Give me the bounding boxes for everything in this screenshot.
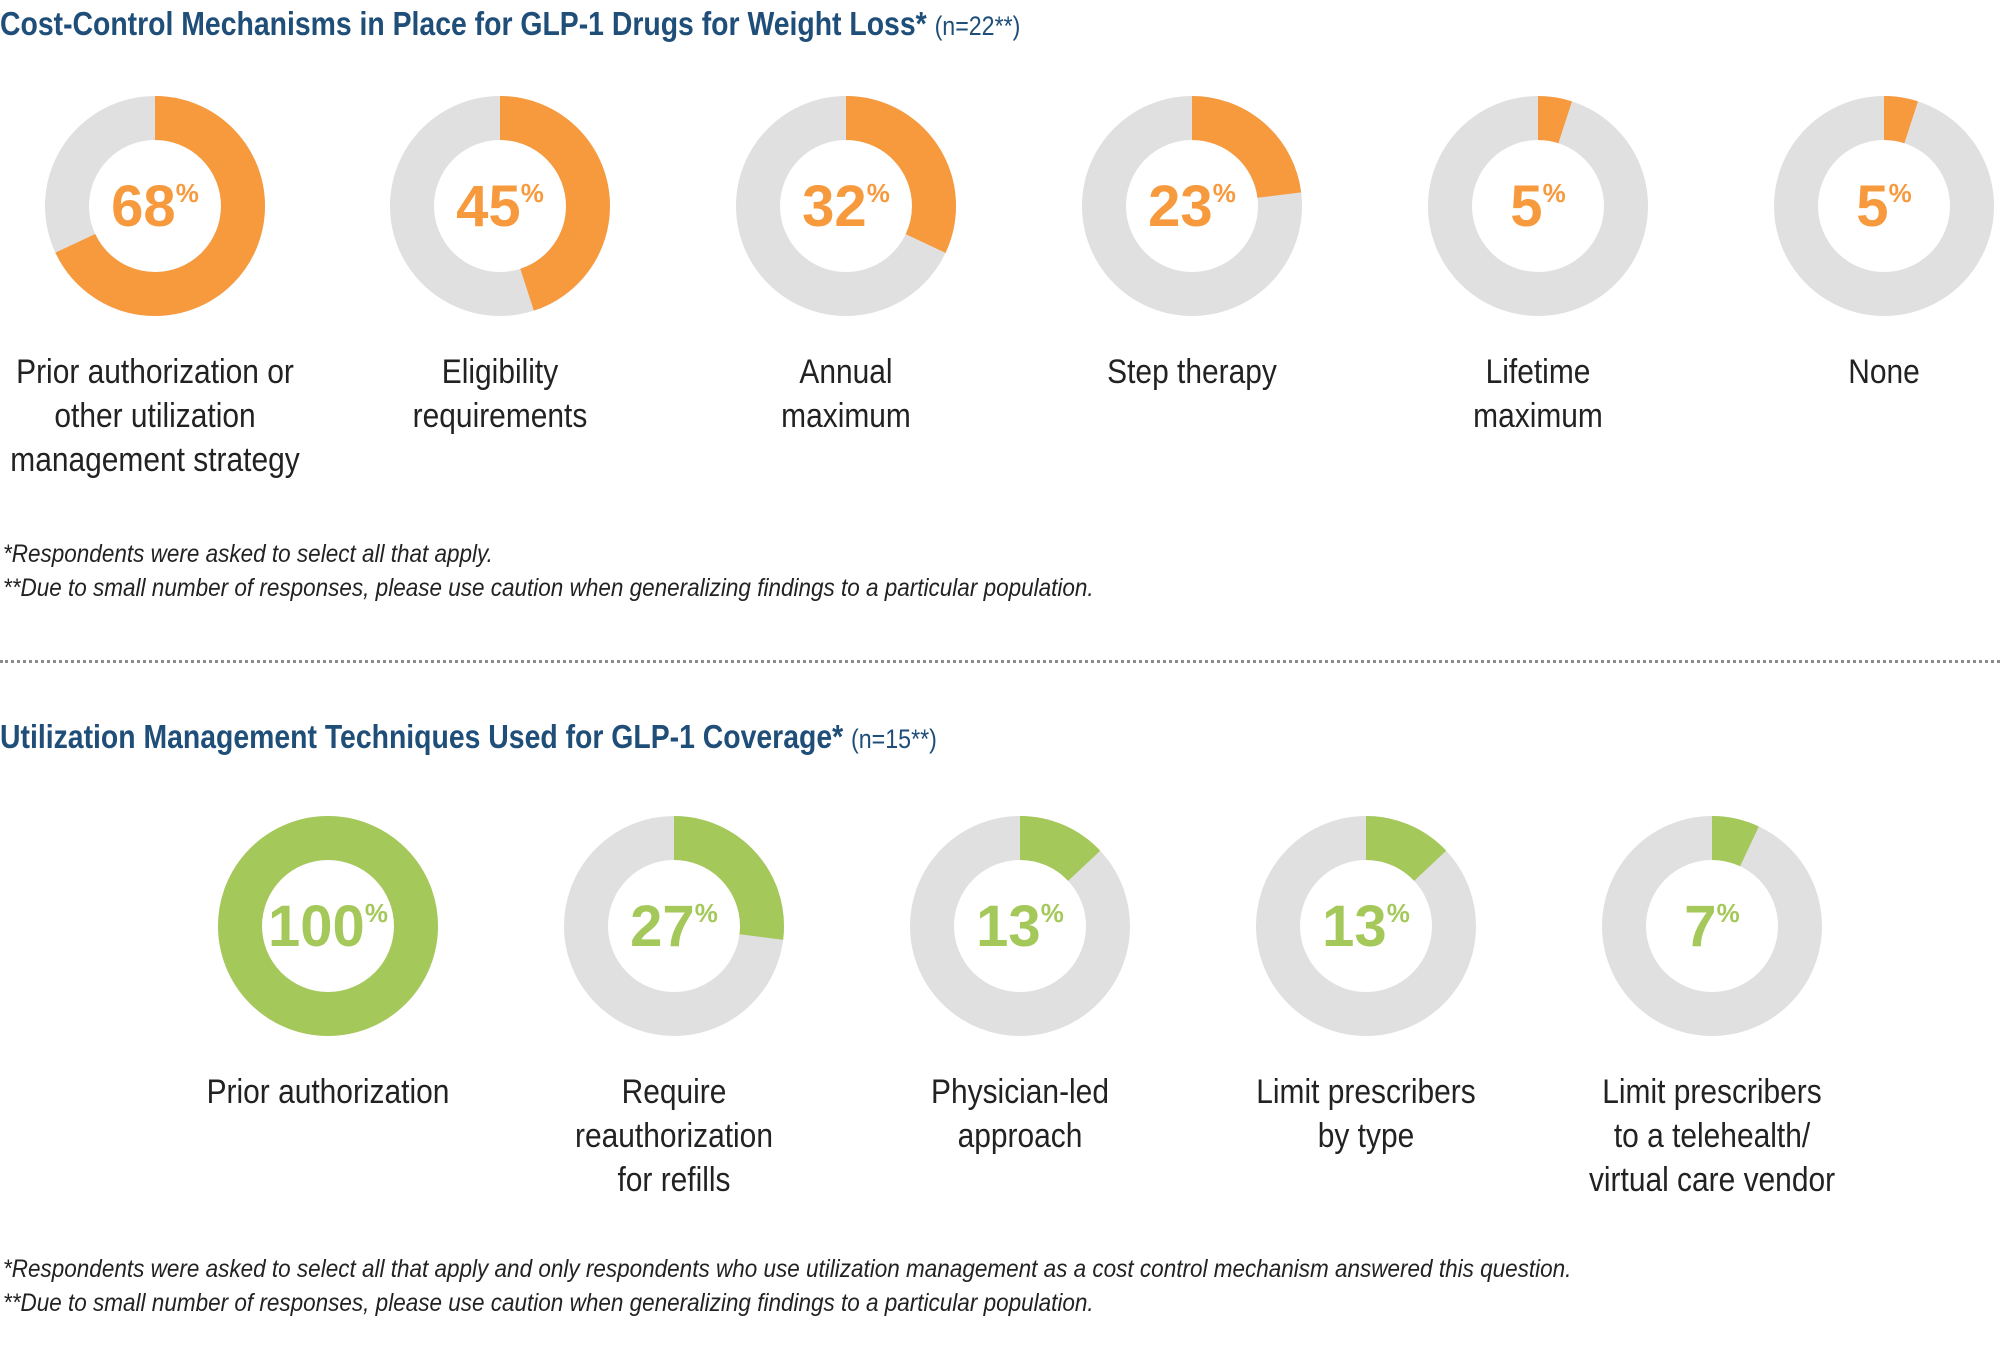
donut-limit-prescribers-to-a-telehealth-virtual-care-vendor: 7% xyxy=(1602,816,1822,1036)
section-2-footnote-2: **Due to small number of responses, plea… xyxy=(3,1289,1094,1317)
section-1-title: Cost-Control Mechanisms in Place for GLP… xyxy=(0,5,1020,43)
donut-value-arc xyxy=(390,96,610,316)
donut-step-therapy: 23% xyxy=(1082,96,1302,316)
donut-lifetime-maximum: 5% xyxy=(1428,96,1648,316)
category-label-line: maximum xyxy=(1473,397,1603,435)
section-2-title: Utilization Management Techniques Used f… xyxy=(0,718,937,756)
category-label-line: approach xyxy=(957,1117,1083,1155)
category-label-line: Annual xyxy=(799,353,893,391)
donut-value-label: 27% xyxy=(630,894,718,959)
donut-value-arc xyxy=(45,96,265,316)
donut-value-arc xyxy=(564,816,784,1036)
donut-value-label: 32% xyxy=(802,174,890,239)
donut-value-arc xyxy=(1256,816,1476,1036)
donut-none: 5% xyxy=(1774,96,1994,316)
donut-value-label: 100% xyxy=(268,894,388,959)
donut-value-label: 13% xyxy=(1322,894,1410,959)
category-label-line: Limit prescribers xyxy=(1256,1073,1476,1111)
section-1-sample-size: (n=22**) xyxy=(934,11,1021,41)
category-label-step-therapy: Step therapy xyxy=(1042,350,1341,394)
donut-value-label: 13% xyxy=(976,894,1064,959)
donut-value-arc xyxy=(1602,816,1822,1036)
donut-eligibility-requirements: 45% xyxy=(390,96,610,316)
category-label-line: by type xyxy=(1317,1117,1415,1155)
category-label-line: maximum xyxy=(781,397,911,435)
donut-annual-maximum: 32% xyxy=(736,96,956,316)
section-2-title-text: Utilization Management Techniques Used f… xyxy=(0,718,844,755)
section-1-footnote-2: **Due to small number of responses, plea… xyxy=(3,574,1094,602)
donut-value-arc xyxy=(1082,96,1302,316)
category-label-line: other utilization xyxy=(54,397,256,435)
donut-value-arc xyxy=(218,816,438,1036)
category-label-lifetime-maximum: Lifetime maximum xyxy=(1388,350,1687,438)
donut-prior-authorization: 100% xyxy=(218,816,438,1036)
donut-prior-authorization-or-other-utilization-management-strategy: 68% xyxy=(45,96,265,316)
category-label-limit-prescribers-by-type: Limit prescribers by type xyxy=(1216,1070,1515,1158)
category-label-limit-prescribers-to-a-telehealth-virtual-care-vendor: Limit prescribers to a telehealth/virtual… xyxy=(1562,1070,1861,1202)
category-label-line: to a telehealth/ xyxy=(1613,1117,1811,1155)
donut-physician-led-approach: 13% xyxy=(910,816,1130,1036)
donut-limit-prescribers-by-type: 13% xyxy=(1256,816,1476,1036)
donut-value-label: 5% xyxy=(1510,174,1565,239)
category-label-none: None xyxy=(1734,350,2000,394)
category-label-line: Eligibility xyxy=(441,353,559,391)
donut-value-arc xyxy=(1428,96,1648,316)
category-label-line: virtual care vendor xyxy=(1588,1161,1836,1199)
category-label-prior-authorization: Prior authorization xyxy=(178,1070,477,1114)
category-label-line: Lifetime xyxy=(1485,353,1591,391)
category-label-line: Prior authorization or xyxy=(16,353,294,391)
category-label-line: reauthorization xyxy=(575,1117,773,1155)
category-label-line: Physician-led xyxy=(931,1073,1109,1111)
category-label-line: Step therapy xyxy=(1107,353,1277,391)
donut-value-label: 23% xyxy=(1148,174,1236,239)
category-label-line: for refills xyxy=(617,1161,731,1199)
category-label-line: None xyxy=(1848,353,1920,391)
section-1-footnote-1: *Respondents were asked to select all th… xyxy=(3,540,493,568)
donut-value-arc xyxy=(1774,96,1994,316)
donut-value-arc xyxy=(736,96,956,316)
category-label-require-reauthorization-for-refills: Require reauthorization for refills xyxy=(524,1070,823,1202)
donut-value-label: 7% xyxy=(1684,894,1739,959)
category-label-physician-led-approach: Physician-led approach xyxy=(870,1070,1169,1158)
section-1-title-text: Cost-Control Mechanisms in Place for GLP… xyxy=(0,5,927,42)
category-label-prior-authorization-or-other-utilization-management-strategy: Prior authorization or other utilization m… xyxy=(5,350,304,482)
category-label-line: requirements xyxy=(412,397,588,435)
donut-require-reauthorization-for-refills: 27% xyxy=(564,816,784,1036)
category-label-line: Limit prescribers xyxy=(1602,1073,1822,1111)
section-divider xyxy=(0,660,2000,663)
category-label-line: Require xyxy=(621,1073,727,1111)
donut-value-label: 5% xyxy=(1856,174,1911,239)
section-2-footnote-1: *Respondents were asked to select all th… xyxy=(3,1255,1572,1283)
donut-value-label: 68% xyxy=(111,174,199,239)
category-label-annual-maximum: Annual maximum xyxy=(696,350,995,438)
section-2-sample-size: (n=15**) xyxy=(851,724,937,754)
category-label-line: management strategy xyxy=(10,441,300,479)
category-label-eligibility-requirements: Eligibility requirements xyxy=(350,350,649,438)
donut-value-arc xyxy=(910,816,1130,1036)
donut-value-label: 45% xyxy=(456,174,544,239)
category-label-line: Prior authorization xyxy=(206,1073,450,1111)
